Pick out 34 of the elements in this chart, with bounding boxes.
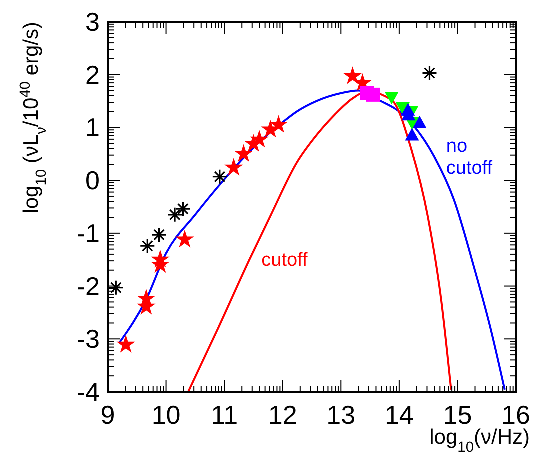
point xyxy=(116,335,136,353)
y-tick-label: -4 xyxy=(76,377,100,407)
point xyxy=(175,201,191,217)
y-tick-label: 3 xyxy=(86,7,100,37)
point xyxy=(343,66,362,84)
annotation: cutoff xyxy=(262,250,308,271)
y-tick-label: 0 xyxy=(86,166,100,196)
point xyxy=(366,88,380,102)
annotation: no cutoff xyxy=(446,136,494,179)
point xyxy=(412,116,427,129)
point xyxy=(108,280,124,296)
point xyxy=(167,207,183,223)
y-tick-label: -2 xyxy=(76,271,100,302)
point xyxy=(234,144,254,162)
y-tick-label: -3 xyxy=(76,324,100,354)
point xyxy=(384,92,399,105)
x-tick-label: 14 xyxy=(384,400,414,430)
point xyxy=(405,128,420,141)
point xyxy=(212,169,228,185)
x-tick-label: 9 xyxy=(100,400,116,430)
x-tick-label: 12 xyxy=(268,400,298,430)
point xyxy=(422,65,438,82)
point xyxy=(176,230,194,248)
point xyxy=(269,115,288,133)
point xyxy=(250,130,269,148)
y-tick-label: -1 xyxy=(76,218,100,248)
point xyxy=(224,158,244,176)
y-tick-label: 2 xyxy=(86,60,100,90)
point xyxy=(140,238,156,254)
x-tick-label: 10 xyxy=(152,400,181,430)
x-tick-label: 13 xyxy=(326,400,356,430)
y-tick-label: 1 xyxy=(86,112,100,143)
point xyxy=(151,227,168,243)
x-tick-label: 11 xyxy=(211,400,238,430)
